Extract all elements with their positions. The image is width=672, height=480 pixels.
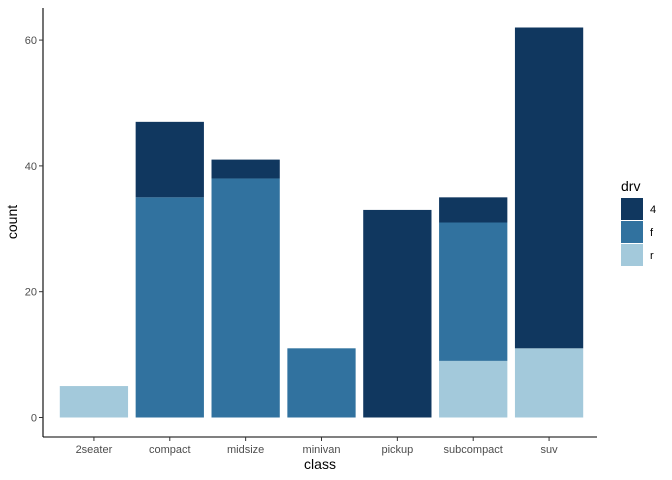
x-tick-label-minivan: minivan bbox=[303, 444, 341, 456]
legend-label-f: f bbox=[650, 227, 654, 239]
legend: drv 4 fr bbox=[621, 178, 656, 266]
x-tick-label-2seater: 2seater bbox=[76, 444, 113, 456]
bar-minivan-f bbox=[287, 348, 356, 418]
bar-pickup-4 bbox=[363, 209, 432, 418]
bar-compact-f bbox=[135, 197, 204, 418]
legend-key-4 bbox=[621, 198, 643, 220]
x-tick-label-midsize: midsize bbox=[227, 444, 264, 456]
y-tick-label-20: 20 bbox=[25, 287, 37, 299]
legend-label-r: r bbox=[650, 250, 654, 262]
bar-midsize-4 bbox=[211, 159, 280, 179]
y-axis-title: count bbox=[4, 205, 20, 239]
x-axis-title: class bbox=[304, 456, 336, 472]
bar-compact-4 bbox=[135, 121, 204, 198]
y-tick-label-60: 60 bbox=[25, 35, 37, 47]
bar-subcompact-f bbox=[439, 222, 508, 361]
legend-title: drv bbox=[621, 178, 640, 194]
bar-subcompact-4 bbox=[439, 197, 508, 223]
x-tick-label-compact: compact bbox=[149, 444, 191, 456]
legend-key-r bbox=[621, 244, 643, 266]
bars-layer bbox=[59, 27, 584, 418]
x-tick-label-suv: suv bbox=[541, 444, 559, 456]
legend-key-f bbox=[621, 221, 643, 243]
bar-suv-4 bbox=[514, 27, 584, 349]
bar-2seater-r bbox=[59, 386, 129, 418]
y-tick-label-40: 40 bbox=[25, 161, 37, 173]
y-ticks: 0 20 40 60 bbox=[25, 35, 43, 425]
x-tick-label-subcompact: subcompact bbox=[444, 444, 503, 456]
bar-subcompact-r bbox=[439, 360, 508, 418]
x-tick-label-pickup: pickup bbox=[381, 444, 413, 456]
legend-label-4: 4 bbox=[650, 204, 656, 216]
bar-suv-r bbox=[514, 348, 584, 418]
y-tick-label-0: 0 bbox=[31, 413, 37, 425]
bar-midsize-f bbox=[211, 178, 280, 418]
x-ticks: 2seater compact midsize minivan pickup subcom… bbox=[76, 437, 559, 456]
